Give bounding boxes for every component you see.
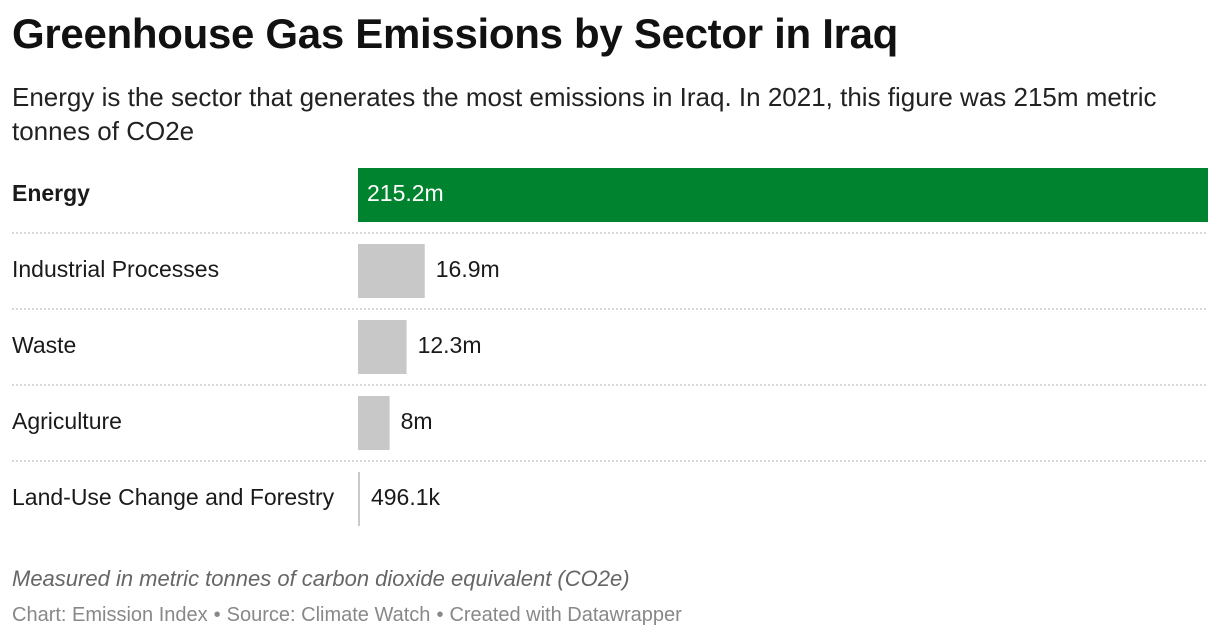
footer-chart-credit: Chart: Emission Index <box>12 604 208 626</box>
footer-created-with: Created with Datawrapper <box>449 604 682 626</box>
category-label-land-use-change-and-forestry: Land-Use Change and Forestry <box>12 484 335 510</box>
footer-source: Source: Climate Watch <box>226 604 431 626</box>
bar-row-energy: Energy 215.2m <box>12 168 1208 222</box>
bar-row-agriculture: Agriculture 8m <box>12 396 433 450</box>
category-label-industrial-processes: Industrial Processes <box>12 256 219 282</box>
bar-land-use-change-and-forestry <box>358 472 360 526</box>
bar-waste <box>358 320 407 374</box>
chart-footer: Chart: Emission Index • Source: Climate Wa… <box>12 604 682 627</box>
bar-energy <box>358 168 1208 222</box>
footer-separator: • <box>213 604 221 626</box>
category-label-waste: Waste <box>12 332 76 358</box>
category-label-agriculture: Agriculture <box>12 408 122 434</box>
value-label-waste: 12.3m <box>418 332 482 358</box>
bar-row-waste: Waste 12.3m <box>12 320 482 374</box>
bar-row-industrial-processes: Industrial Processes 16.9m <box>12 244 500 298</box>
bar-row-land-use-change-and-forestry: Land-Use Change and Forestry 496.1k <box>12 472 441 526</box>
category-label-energy: Energy <box>12 180 90 206</box>
chart-subtitle: Energy is the sector that generates the … <box>12 82 1157 146</box>
value-label-land-use-change-and-forestry: 496.1k <box>371 484 441 510</box>
value-label-energy: 215.2m <box>367 180 444 206</box>
value-label-agriculture: 8m <box>401 408 433 434</box>
footer-separator: • <box>436 604 444 626</box>
bar-agriculture <box>358 396 390 450</box>
bar-industrial-processes <box>358 244 425 298</box>
bar-chart: Energy 215.2m Industrial Processes 16.9m Was… <box>12 168 1208 526</box>
chart-title: Greenhouse Gas Emissions by Sector in Ir… <box>12 10 899 57</box>
value-label-industrial-processes: 16.9m <box>436 256 500 282</box>
chart-notes: Measured in metric tonnes of carbon diox… <box>12 566 630 591</box>
